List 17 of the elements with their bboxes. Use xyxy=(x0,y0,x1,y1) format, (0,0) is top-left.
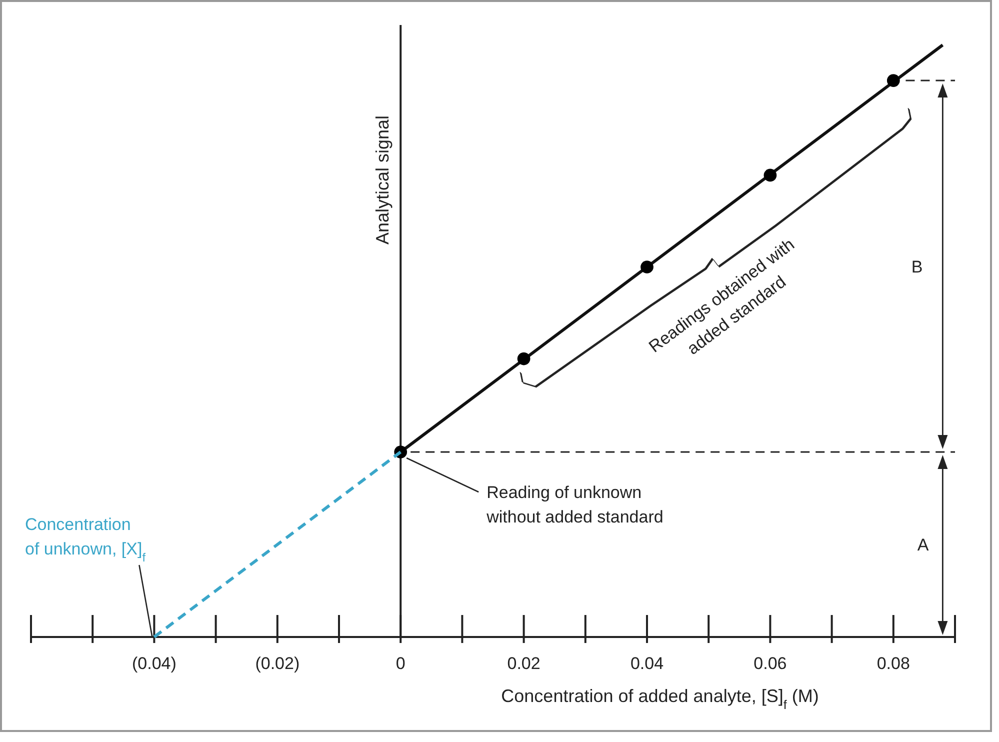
annotation: B xyxy=(911,257,923,276)
x-tick-label: (0.02) xyxy=(255,654,300,674)
point xyxy=(517,352,530,366)
x-axis-title: Concentration of added analyte, [S]$_{f}$ (M) xyxy=(501,686,819,712)
x-tick-label: 0 xyxy=(396,654,406,674)
x-tick-label: 0.06 xyxy=(754,654,787,674)
x-tick-label: 0.02 xyxy=(507,654,540,674)
point xyxy=(640,260,654,274)
annotation: Reading of unknown without added standard xyxy=(486,483,664,527)
point xyxy=(764,168,777,182)
point xyxy=(886,74,900,87)
x-tick-label: 0.04 xyxy=(630,654,664,674)
y-axis-title: Analytical signal xyxy=(372,115,393,245)
annotation: Concentration of unknown, [X]$_{f}$ xyxy=(25,515,146,565)
x-tick-label: (0.04) xyxy=(132,654,176,674)
annotation: A xyxy=(917,536,930,554)
x-tick-label: 0.08 xyxy=(876,654,910,674)
